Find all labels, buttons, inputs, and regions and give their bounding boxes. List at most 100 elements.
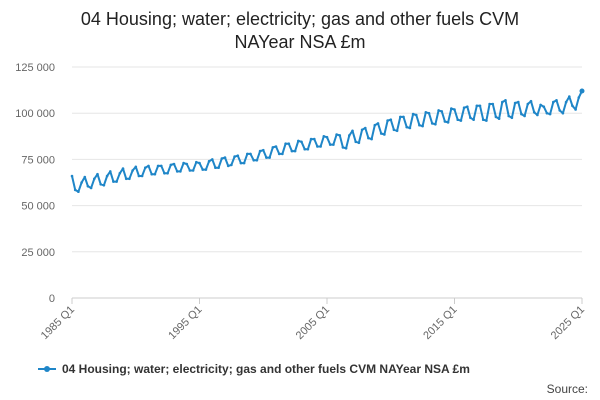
data-point[interactable]	[532, 111, 536, 114]
data-point[interactable]	[214, 166, 217, 169]
data-point[interactable]	[77, 190, 80, 193]
data-point[interactable]	[395, 129, 399, 133]
data-point[interactable]	[517, 100, 520, 104]
data-point[interactable]	[542, 105, 546, 108]
data-point[interactable]	[300, 140, 303, 144]
data-point[interactable]	[137, 174, 141, 178]
data-point[interactable]	[204, 168, 208, 171]
data-point[interactable]	[558, 109, 561, 112]
data-point[interactable]	[344, 147, 348, 150]
data-point[interactable]	[459, 119, 463, 122]
data-point[interactable]	[102, 184, 106, 187]
data-point[interactable]	[574, 108, 577, 111]
data-point[interactable]	[357, 141, 361, 145]
data-point[interactable]	[548, 112, 552, 116]
data-point[interactable]	[80, 181, 83, 184]
data-point[interactable]	[306, 147, 310, 151]
data-point[interactable]	[501, 100, 504, 104]
data-point[interactable]	[105, 174, 109, 178]
data-point[interactable]	[513, 101, 517, 105]
data-point[interactable]	[179, 170, 182, 173]
data-point[interactable]	[99, 183, 102, 186]
data-point[interactable]	[392, 128, 396, 132]
data-point[interactable]	[73, 188, 77, 192]
data-point[interactable]	[539, 103, 542, 107]
data-point[interactable]	[252, 159, 255, 162]
data-point[interactable]	[303, 147, 307, 151]
data-point[interactable]	[134, 165, 138, 169]
data-point[interactable]	[147, 164, 150, 168]
data-point[interactable]	[249, 152, 252, 156]
data-point[interactable]	[169, 163, 173, 167]
data-point[interactable]	[319, 145, 322, 148]
data-point[interactable]	[274, 145, 278, 148]
data-point[interactable]	[536, 113, 539, 117]
data-point[interactable]	[328, 143, 332, 146]
data-point[interactable]	[195, 160, 198, 164]
data-point[interactable]	[277, 152, 281, 156]
data-point[interactable]	[109, 170, 112, 173]
data-point[interactable]	[124, 177, 128, 181]
data-point[interactable]	[545, 111, 549, 115]
data-point[interactable]	[172, 162, 176, 166]
data-point[interactable]	[246, 152, 249, 156]
data-point[interactable]	[399, 115, 402, 119]
legend[interactable]: 04 Housing; water; electricity; gas and …	[38, 362, 470, 376]
data-point[interactable]	[281, 152, 284, 156]
data-point[interactable]	[309, 137, 313, 141]
data-point[interactable]	[379, 132, 383, 135]
data-point[interactable]	[360, 128, 364, 132]
data-point[interactable]	[188, 169, 192, 172]
data-point[interactable]	[93, 177, 96, 181]
data-point[interactable]	[564, 100, 568, 104]
data-point[interactable]	[415, 113, 418, 117]
data-point[interactable]	[437, 109, 440, 112]
data-point[interactable]	[166, 172, 169, 175]
data-point[interactable]	[348, 134, 351, 137]
data-point[interactable]	[434, 123, 437, 126]
data-point[interactable]	[198, 161, 201, 165]
data-point[interactable]	[265, 156, 268, 159]
data-point[interactable]	[453, 108, 456, 111]
data-point[interactable]	[354, 140, 358, 144]
data-point[interactable]	[571, 104, 574, 108]
data-point[interactable]	[478, 104, 482, 108]
data-point[interactable]	[351, 129, 354, 133]
data-point[interactable]	[430, 122, 434, 125]
data-point[interactable]	[520, 112, 523, 116]
data-point[interactable]	[332, 143, 335, 146]
data-point[interactable]	[491, 102, 495, 106]
data-point[interactable]	[450, 107, 453, 110]
data-point[interactable]	[322, 135, 326, 138]
data-point[interactable]	[258, 149, 262, 153]
data-point[interactable]	[341, 146, 345, 149]
data-point[interactable]	[443, 120, 447, 123]
data-point[interactable]	[418, 123, 421, 127]
data-point[interactable]	[552, 100, 555, 104]
data-point[interactable]	[523, 114, 526, 118]
data-point[interactable]	[271, 146, 275, 149]
data-point[interactable]	[555, 99, 558, 102]
data-point[interactable]	[456, 118, 460, 121]
data-point[interactable]	[191, 169, 195, 172]
data-point[interactable]	[233, 155, 236, 158]
data-point[interactable]	[182, 161, 185, 165]
data-point[interactable]	[466, 105, 469, 108]
data-point[interactable]	[316, 145, 319, 148]
data-point[interactable]	[386, 119, 389, 122]
data-point[interactable]	[335, 133, 338, 136]
data-point[interactable]	[144, 166, 147, 169]
data-point[interactable]	[121, 167, 125, 170]
last-data-point-marker[interactable]	[579, 88, 585, 94]
data-point[interactable]	[242, 161, 246, 165]
data-point[interactable]	[112, 180, 115, 183]
data-point[interactable]	[405, 125, 409, 129]
data-point[interactable]	[427, 111, 431, 115]
data-point[interactable]	[223, 156, 227, 159]
data-point[interactable]	[462, 106, 466, 109]
data-point[interactable]	[293, 149, 297, 153]
data-point[interactable]	[284, 142, 287, 145]
data-point[interactable]	[446, 121, 450, 124]
data-point[interactable]	[504, 99, 507, 102]
data-point[interactable]	[262, 148, 265, 152]
